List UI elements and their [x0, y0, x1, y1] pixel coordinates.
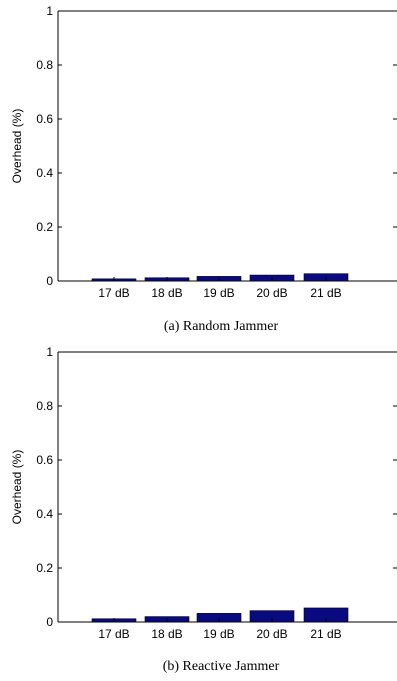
y-tick-label: 0.6 — [36, 453, 53, 467]
x-tick-label: 19 dB — [203, 627, 234, 641]
chart-panel-0: 0 0.2 0.4 0.6 0.8 1 Overhead (%) 17 dB 18 dB 19 d… — [10, 4, 397, 334]
x-tick-label: 18 dB — [151, 627, 182, 641]
y-tick-label: 0 — [46, 274, 53, 288]
chart-caption: (b) Reactive Jammer — [163, 659, 280, 674]
y-axis-label: Overhead (%) — [10, 450, 24, 525]
chart-panel-1: 0 0.2 0.4 0.6 0.8 1 Overhead (%) 17 dB 18 dB 19 d… — [10, 345, 397, 674]
y-axis-label: Overhead (%) — [10, 109, 24, 184]
x-tick-label: 21 dB — [310, 627, 341, 641]
y-tick-label: 0.2 — [36, 561, 53, 575]
x-tick-label: 20 dB — [256, 286, 287, 300]
y-tick-label: 1 — [46, 4, 53, 18]
x-tick-label: 17 dB — [98, 627, 129, 641]
y-tick-label: 0.4 — [36, 166, 53, 180]
y-tick-label: 0.6 — [36, 112, 53, 126]
y-tick-label: 1 — [46, 345, 53, 359]
x-tick-label: 17 dB — [98, 286, 129, 300]
x-tick-label: 20 dB — [256, 627, 287, 641]
y-tick-label: 0.4 — [36, 507, 53, 521]
y-tick-label: 0.8 — [36, 58, 53, 72]
chart-caption: (a) Random Jammer — [164, 319, 279, 334]
x-tick-label: 18 dB — [151, 286, 182, 300]
y-tick-label: 0 — [46, 615, 53, 629]
x-tick-label: 19 dB — [203, 286, 234, 300]
y-tick-label: 0.8 — [36, 399, 53, 413]
y-tick-label: 0.2 — [36, 220, 53, 234]
x-tick-label: 21 dB — [310, 286, 341, 300]
